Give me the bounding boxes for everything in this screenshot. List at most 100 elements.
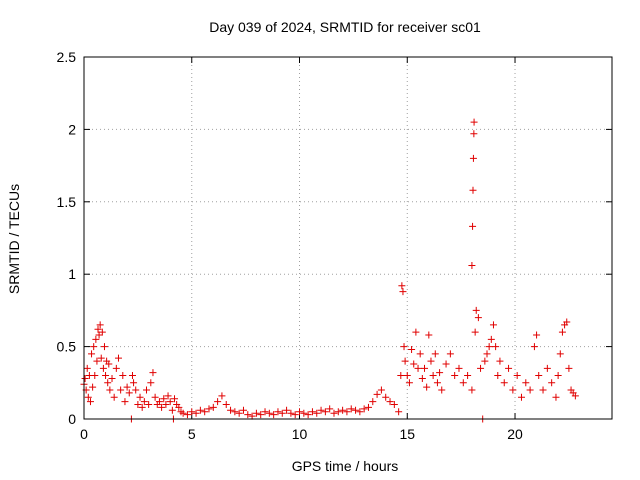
data-point (158, 403, 166, 411)
data-point (119, 372, 127, 380)
data-point (291, 411, 299, 419)
data-point (151, 393, 159, 401)
data-point (257, 411, 265, 419)
data-point (175, 403, 183, 411)
data-point (423, 383, 431, 391)
data-point (471, 328, 479, 336)
data-point (209, 403, 217, 411)
y-tick-label: 2.5 (57, 49, 77, 65)
data-point (270, 411, 278, 419)
data-point (136, 393, 144, 401)
data-point (414, 364, 422, 372)
data-point (128, 372, 136, 380)
data-point (554, 372, 562, 380)
data-point (283, 406, 291, 414)
data-point (472, 306, 480, 314)
data-point (343, 408, 351, 416)
data-point (98, 328, 106, 336)
data-point (296, 408, 304, 416)
data-point (552, 393, 560, 401)
data-point (95, 331, 103, 339)
data-point (192, 409, 200, 417)
data-point (326, 405, 334, 413)
data-point (522, 379, 530, 387)
data-point (401, 357, 409, 365)
data-point (494, 372, 502, 380)
x-tick-label: 0 (80, 426, 88, 442)
data-point (81, 374, 89, 382)
data-point (97, 354, 105, 362)
data-point (112, 364, 120, 372)
data-point (539, 386, 547, 394)
data-point (104, 379, 112, 387)
x-tick-label: 5 (188, 426, 196, 442)
data-point (526, 386, 534, 394)
data-point (468, 386, 476, 394)
data-point (134, 401, 142, 409)
data-point (313, 409, 321, 417)
data-point (117, 386, 125, 394)
data-point (477, 364, 485, 372)
data-point (140, 398, 148, 406)
data-point (123, 383, 131, 391)
data-point (102, 372, 110, 380)
data-point (188, 408, 196, 416)
data-point (412, 328, 420, 336)
data-point (179, 409, 187, 417)
data-point (145, 401, 153, 409)
data-point (308, 408, 316, 416)
data-point (339, 406, 347, 414)
x-tick-label: 20 (507, 426, 523, 442)
plot-frame (83, 56, 613, 420)
data-point (558, 328, 566, 336)
data-point (496, 357, 504, 365)
data-point (196, 406, 204, 414)
data-point (469, 222, 477, 230)
y-tick-label: 0.5 (57, 339, 77, 355)
data-point (130, 379, 138, 387)
data-point (500, 379, 508, 387)
data-point (89, 383, 97, 391)
data-point (513, 372, 521, 380)
data-point (231, 408, 239, 416)
data-point (429, 372, 437, 380)
y-axis-label: SRMTID / TECUs (6, 184, 22, 294)
data-point (543, 364, 551, 372)
data-point (162, 401, 170, 409)
data-point (517, 393, 525, 401)
data-point (166, 398, 174, 406)
data-point (94, 325, 102, 333)
data-point (352, 406, 360, 414)
data-point (364, 403, 372, 411)
data-point (88, 350, 96, 358)
data-point (421, 364, 429, 372)
data-point (474, 314, 482, 322)
data-point (398, 282, 406, 290)
data-point (99, 364, 107, 372)
data-point (530, 343, 538, 351)
data-point (86, 398, 94, 406)
data-point (235, 409, 243, 417)
data-point (487, 335, 495, 343)
data-point (96, 321, 104, 329)
y-tick-label: 2 (68, 121, 76, 137)
data-point (304, 411, 312, 419)
data-point (533, 331, 541, 339)
data-point (164, 392, 172, 400)
data-point (205, 405, 213, 413)
data-point (160, 395, 168, 403)
data-point (147, 379, 155, 387)
data-point (459, 379, 467, 387)
data-point (347, 405, 355, 413)
data-point (244, 411, 252, 419)
data-point (360, 405, 368, 413)
data-point (114, 354, 122, 362)
y-tick-label: 1 (68, 266, 76, 282)
data-point (278, 409, 286, 417)
x-axis-label: GPS time / hours (292, 458, 399, 474)
data-point (248, 412, 256, 420)
data-point (405, 379, 413, 387)
data-point (425, 331, 433, 339)
data-point (481, 357, 489, 365)
